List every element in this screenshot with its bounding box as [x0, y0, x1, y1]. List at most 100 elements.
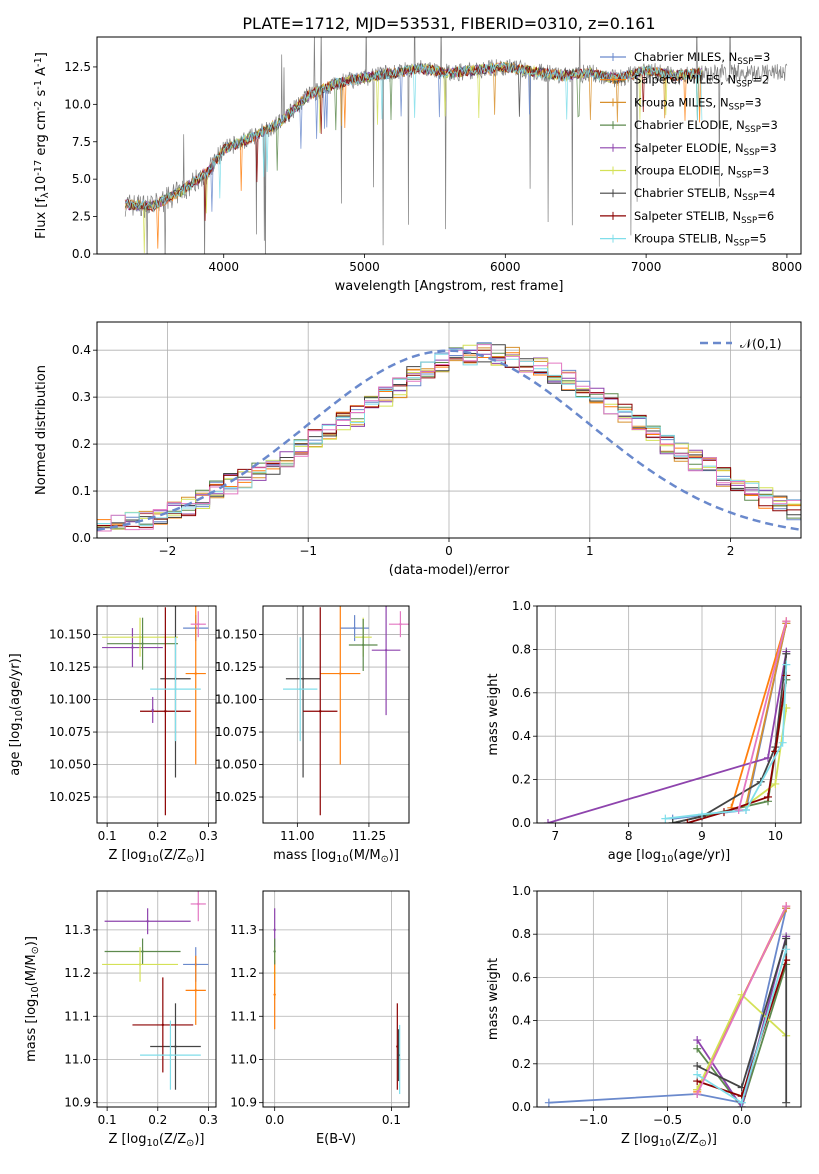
mass-weight-marker	[782, 617, 791, 626]
mass-weight-marker	[668, 819, 677, 823]
y-tick-label: 10.150	[215, 628, 257, 642]
spectrum-panel-frame	[96, 36, 802, 255]
legend-label: Salpeter ELODIE, NSSP=3	[634, 141, 777, 158]
y-tick-label: 11.1	[64, 1009, 91, 1023]
mass-weight-vs-z-panel-plot	[544, 902, 791, 1107]
data-point	[194, 989, 197, 992]
mass-weight-marker	[693, 1070, 702, 1079]
y-tick-label: 0.1	[72, 484, 91, 498]
mass-weight-marker	[737, 1098, 746, 1107]
y-tick-label: 0.0	[512, 816, 531, 830]
age-vs-mass-panel-plot	[283, 606, 409, 816]
x-tick-label: −0.5	[653, 1113, 682, 1127]
data-point	[164, 710, 167, 713]
data-point	[174, 1045, 177, 1048]
mass-weight-marker	[778, 738, 787, 747]
data-point	[131, 646, 134, 649]
data-point	[141, 642, 144, 645]
data-point	[169, 1053, 172, 1057]
x-tick-label: 4000	[208, 260, 239, 274]
mass-weight-marker	[771, 779, 780, 788]
y-tick-label: 10.075	[49, 725, 91, 739]
x-tick-label: 0.1	[382, 1113, 401, 1127]
y-tick-label: 0.2	[512, 1057, 531, 1071]
mass-weight-marker	[782, 1098, 791, 1107]
y-tick-label: 11.0	[64, 1052, 91, 1066]
age-vs-z-panel-plot	[102, 606, 209, 816]
mass-weight-line	[696, 938, 788, 1103]
y-tick-label: 1.0	[512, 599, 531, 613]
age-vs-mass-panel: 11.00 11.25 10.025 10.050 10.075 10.100 10.125…	[215, 606, 409, 865]
data-point	[146, 920, 149, 923]
x-axis-label: E(B-V)	[316, 1132, 356, 1147]
mass-weight-marker	[698, 810, 706, 819]
x-tick-label: 0.2	[148, 1113, 167, 1127]
data-point	[151, 708, 154, 712]
data-point	[301, 677, 305, 680]
mass-weight-marker	[693, 1044, 702, 1053]
x-axis-label: age [log10(age/yr)]	[608, 848, 731, 865]
chart-title: PLATE=1712, MJD=53531, FIBERID=0310, z=0…	[242, 14, 655, 33]
mass-weight-vs-z-panel-frame	[536, 890, 802, 1108]
y-tick-label: 10.125	[215, 660, 257, 674]
y-tick-label: 0.6	[512, 970, 531, 984]
x-axis-label: wavelength [Angstrom, rest frame]	[335, 279, 564, 294]
x-tick-label: 11.00	[280, 829, 314, 843]
mass-vs-z-panel-frame	[96, 890, 217, 1108]
x-tick-label: 9	[698, 829, 706, 843]
y-tick-label: 0.8	[512, 642, 531, 656]
y-tick-label: 0.4	[72, 343, 91, 357]
spectrum-legend: Chabrier MILES, NSSP=3 Salpeter MILES, NS…	[600, 50, 778, 248]
mass-weight-marker	[764, 792, 772, 801]
mass-weight-marker	[742, 805, 750, 814]
x-tick-label: 0.3	[199, 1113, 218, 1127]
x-tick-label: 5000	[349, 260, 380, 274]
x-tick-label: 2	[727, 544, 735, 558]
y-axis-label: mass weight	[486, 958, 501, 1040]
mass-weight-line	[696, 905, 788, 1095]
x-tick-label: 0.0	[265, 1113, 284, 1127]
model-spectrum-line	[124, 62, 703, 212]
mass-vs-ebv-panel-frame	[262, 890, 410, 1108]
x-axis-label: Z [log10(Z/Z⊙)]	[109, 848, 205, 865]
mass-weight-marker	[544, 819, 552, 823]
mass-weight-marker	[661, 814, 670, 823]
y-tick-label: 11.2	[64, 966, 91, 980]
y-axis-label: Normed distribution	[34, 365, 49, 495]
data-point	[194, 672, 197, 675]
data-point	[174, 687, 177, 691]
x-axis-label: mass [log10(M/M⊙)]	[273, 848, 399, 865]
y-tick-label: 11.3	[64, 923, 91, 937]
y-tick-label: 10.150	[49, 628, 91, 642]
normal-curve	[97, 349, 801, 532]
spectrum-panel: 4000 5000 6000 7000 8000 0.0 2.5 5.0 7.5 10.0 12.5…	[33, 37, 803, 294]
legend-label: Kroupa ELODIE, NSSP=3	[634, 164, 769, 181]
y-tick-label: 11.1	[230, 1009, 257, 1023]
mass-weight-marker	[782, 902, 791, 911]
legend-label: Chabrier ELODIE, NSSP=3	[634, 118, 778, 135]
y-tick-label: 0.3	[72, 390, 91, 404]
y-tick-label: 11.2	[230, 966, 257, 980]
y-tick-label: 0.0	[72, 247, 91, 261]
mass-weight-marker	[782, 934, 791, 943]
mass-weight-marker	[693, 1090, 702, 1099]
data-point	[353, 626, 356, 630]
mass-weight-marker	[683, 819, 692, 823]
y-tick-label: 10.100	[49, 693, 91, 707]
x-tick-label: 8000	[772, 260, 803, 274]
y-tick-label: 10.025	[215, 790, 257, 804]
x-tick-label: 0.0	[732, 1113, 751, 1127]
y-axis-label: mass weight	[486, 673, 501, 755]
y-tick-label: 0.0	[512, 1100, 531, 1114]
x-tick-label: 11.25	[352, 829, 386, 843]
x-tick-label: −2	[159, 544, 177, 558]
residual-histogram-panel-plot	[97, 342, 801, 532]
mass-weight-marker	[782, 945, 791, 954]
x-axis-label: Z [log10(Z/Z⊙)]	[109, 1132, 205, 1149]
mass-vs-z-panel-plot	[102, 891, 209, 1090]
mass-weight-marker	[544, 1098, 553, 1107]
mass-weight-marker	[782, 660, 791, 669]
mass-vs-ebv-panel: 0.0 0.1 10.9 11.0 11.1 11.2 11.3 E(B-V)	[230, 891, 409, 1147]
mass-weight-line	[737, 620, 788, 811]
data-point	[384, 648, 388, 652]
